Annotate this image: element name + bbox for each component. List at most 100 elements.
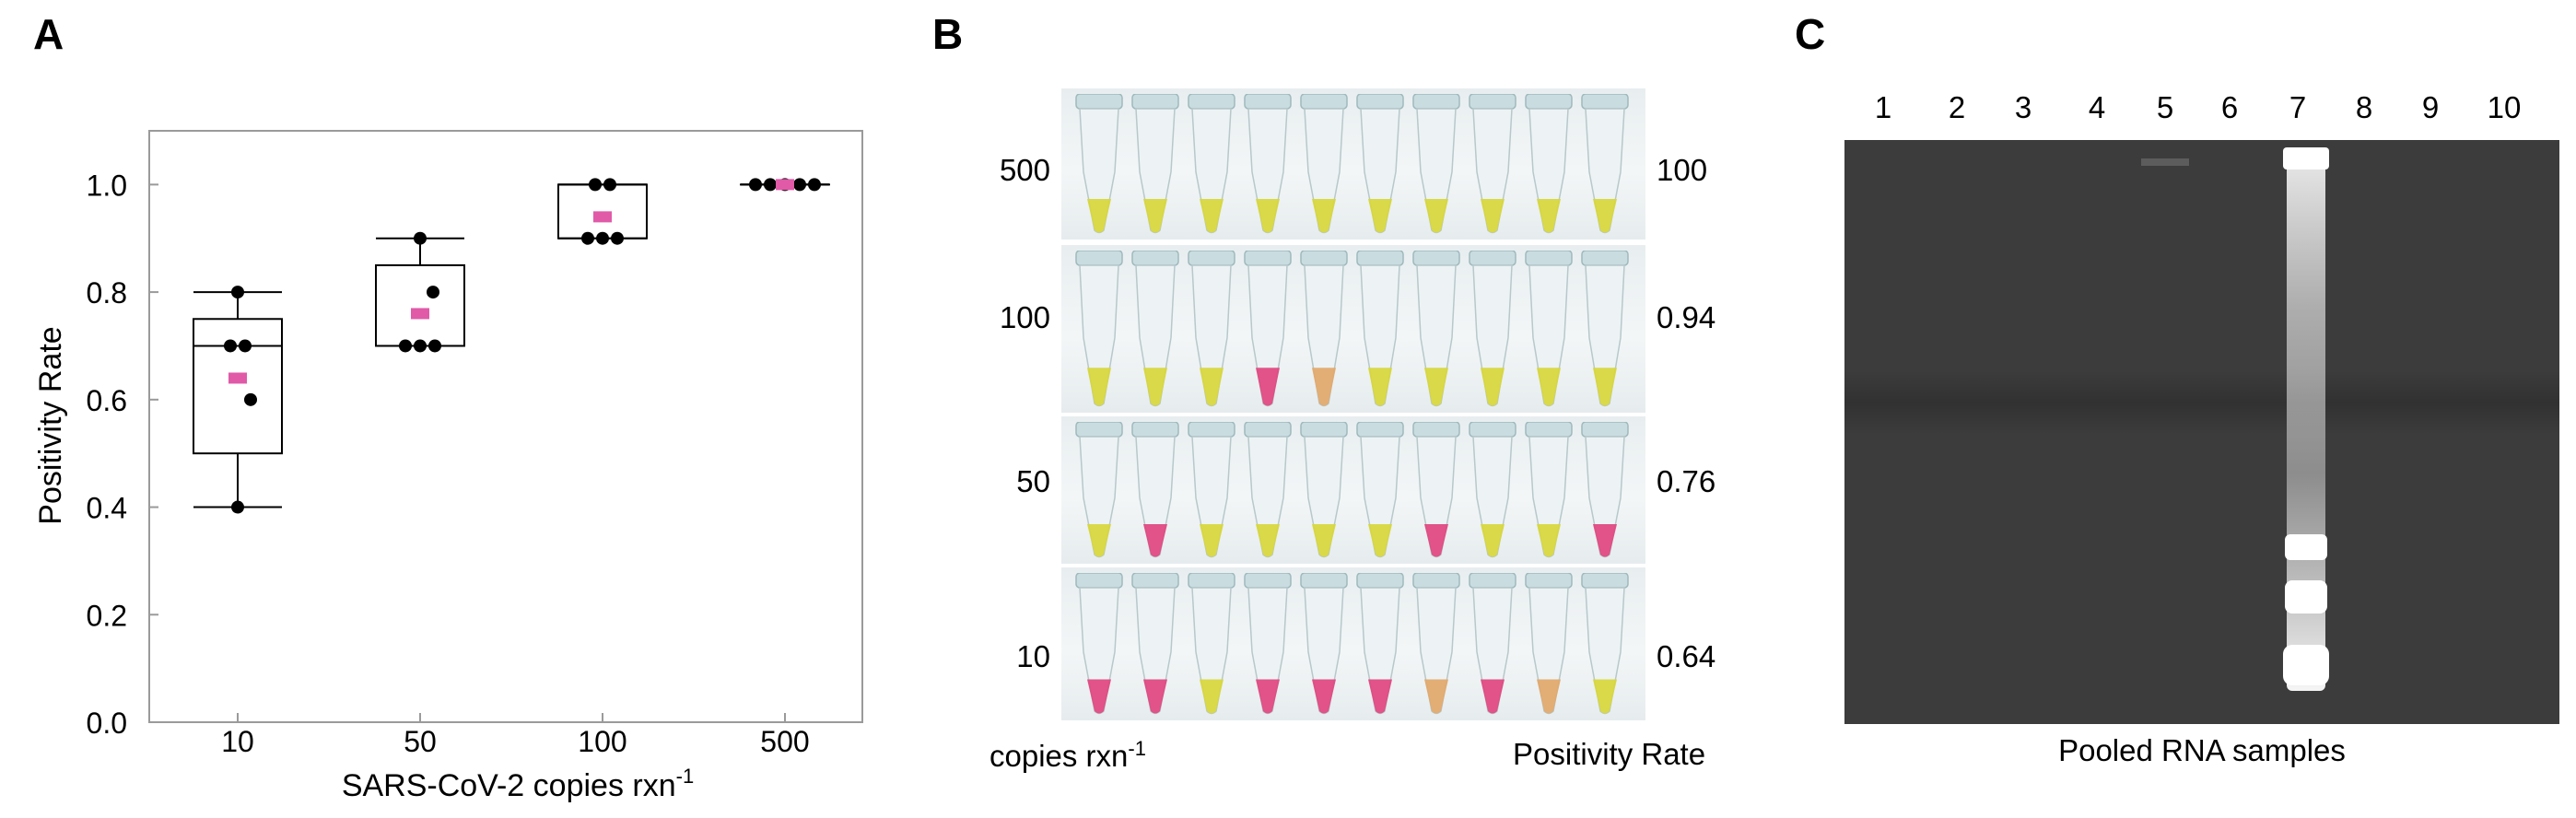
data-point [414, 339, 427, 353]
y-tick-label: 0.8 [87, 276, 127, 310]
data-point [611, 231, 624, 245]
pcr-tube [1244, 422, 1292, 558]
x-tick-label: 100 [578, 725, 626, 758]
gel-lane-number: 3 [2014, 90, 2032, 124]
pcr-tube [1131, 94, 1179, 234]
pcr-tube [1075, 94, 1123, 234]
data-point [596, 231, 609, 245]
data-point [581, 231, 594, 245]
mean-marker [228, 372, 247, 384]
box-iqr [193, 318, 283, 455]
tube-row [1061, 245, 1645, 413]
gel-lane-number: 10 [2487, 90, 2522, 124]
pcr-tube [1581, 94, 1629, 234]
panel-a-label: A [33, 10, 64, 58]
x-axis-ticks: 10 50 100 500 [221, 713, 810, 758]
tube-row [1061, 567, 1645, 720]
pcr-tube [1188, 573, 1235, 715]
pcr-tube [1075, 251, 1123, 407]
gel-lane-number: 2 [1948, 90, 1966, 124]
x-tick-label: 50 [404, 725, 437, 758]
x-axis-title-sup: -1 [676, 765, 695, 788]
pcr-tube [1188, 94, 1235, 234]
data-point [231, 286, 244, 299]
pcr-tube [1188, 251, 1235, 407]
gel-well-5 [2141, 158, 2189, 166]
pcr-tube [1581, 251, 1629, 407]
pcr-tube [1412, 251, 1460, 407]
panel-c-label: C [1795, 10, 1826, 58]
gel-lane-number: 6 [2220, 90, 2239, 124]
data-point [244, 392, 257, 406]
data-point [749, 178, 762, 192]
gel-lane-number: 9 [2421, 90, 2440, 124]
y-tick-label: 0.0 [87, 707, 127, 740]
pcr-tube [1525, 422, 1573, 558]
pcr-tube [1525, 573, 1573, 715]
x-tick-label: 500 [760, 725, 809, 758]
pcr-tube [1412, 573, 1460, 715]
gel-caption: Pooled RNA samples [2058, 733, 2346, 767]
pcr-tube [1525, 251, 1573, 407]
pcr-tube [1412, 94, 1460, 234]
copies-row-label: 50 [1016, 464, 1050, 498]
gel-lane-number: 5 [2156, 90, 2174, 124]
pcr-tube [1300, 422, 1348, 558]
gel-lane-number: 8 [2355, 90, 2373, 124]
pcr-tube [1412, 422, 1460, 558]
copies-row-label: 100 [999, 300, 1050, 334]
mean-marker [593, 211, 612, 223]
y-axis-ticks: 0.0 0.2 0.4 0.6 0.8 1.0 [87, 169, 158, 740]
ladder-bands [2283, 147, 2329, 691]
mean-marker [776, 179, 794, 191]
gel-lane-number: 7 [2289, 90, 2307, 124]
rate-row-label: 0.94 [1657, 300, 1716, 334]
data-point [231, 500, 244, 514]
gel-lane-number: 4 [2088, 90, 2106, 124]
gel-lane-number: 1 [1874, 90, 1892, 124]
data-point [239, 339, 252, 353]
pcr-tube [1469, 422, 1516, 558]
rate-row-label: 0.64 [1657, 639, 1716, 673]
pcr-tube [1131, 251, 1179, 407]
data-point [399, 339, 412, 353]
copies-header-sup: -1 [1128, 737, 1146, 760]
data-point [603, 178, 616, 192]
data-point [764, 178, 777, 192]
pcr-tube [1581, 422, 1629, 558]
pcr-tube [1525, 94, 1573, 234]
y-axis-title: Positivity Rate [33, 326, 68, 524]
rate-row-label: 0.76 [1657, 464, 1716, 498]
copies-header-main: copies rxn [989, 739, 1129, 773]
rate-row-label: 100 [1657, 153, 1708, 187]
pcr-tube [1356, 422, 1404, 558]
pcr-tube [1244, 573, 1292, 715]
positivity-box-plot: 0.0 0.2 0.4 0.6 0.8 1.0 10 50 100 500 Positivity… [33, 130, 863, 803]
tube-row [1061, 88, 1645, 240]
pcr-tube [1131, 422, 1179, 558]
pcr-tube [1244, 251, 1292, 407]
y-tick-label: 0.6 [87, 384, 127, 417]
box-iqr [375, 263, 465, 347]
data-point [589, 178, 602, 192]
pcr-tube [1581, 573, 1629, 715]
pcr-tube [1188, 422, 1235, 558]
y-tick-label: 0.2 [87, 599, 127, 632]
y-tick-label: 0.4 [87, 492, 127, 525]
box-series [193, 178, 830, 514]
data-point [427, 286, 439, 299]
pcr-tube [1300, 251, 1348, 407]
data-point [793, 178, 806, 192]
copies-row-label: 500 [999, 153, 1050, 187]
gel-dark-band [1844, 370, 2559, 435]
dna-ladder-smear [2279, 147, 2333, 700]
copies-header: copies rxn-1 [989, 737, 1146, 774]
pcr-tube [1469, 251, 1516, 407]
pcr-tube [1300, 573, 1348, 715]
x-tick-label: 10 [221, 725, 254, 758]
pcr-tube [1244, 94, 1292, 234]
mean-marker [411, 308, 429, 320]
tube-row [1061, 416, 1645, 564]
pcr-tube [1356, 251, 1404, 407]
x-axis-title: SARS-CoV-2 copies rxn-1 [342, 765, 694, 803]
